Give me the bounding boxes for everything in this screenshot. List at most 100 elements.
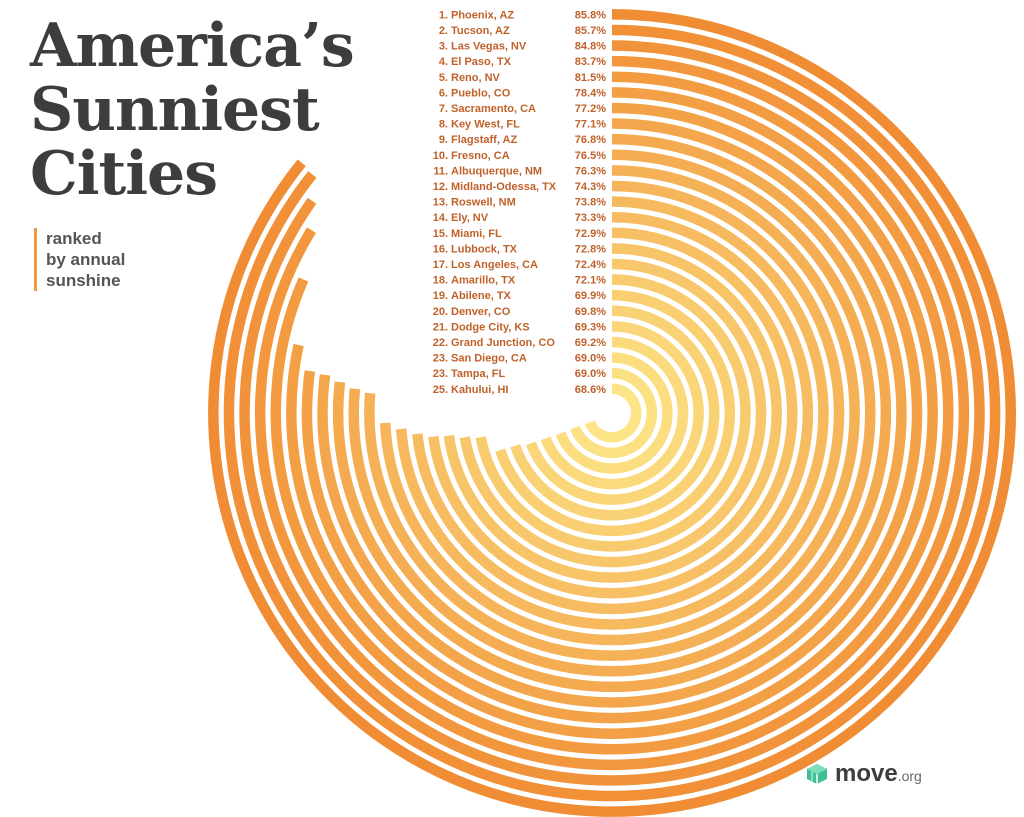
value-label: 69.0% (575, 368, 606, 380)
ring-bar (570, 367, 658, 459)
value-label: 69.9% (575, 290, 606, 302)
rank-label: 15. (433, 228, 448, 240)
subtitle: ranked by annual sunshine (34, 228, 125, 291)
rank-label: 22. (433, 337, 448, 349)
city-label: Kahului, HI (451, 384, 508, 396)
title-line: America’s (30, 11, 355, 81)
city-label: Key West, FL (451, 119, 520, 131)
ring-bar (348, 149, 876, 677)
page-title: America’s Sunniest Cities (30, 11, 355, 209)
value-label: 69.0% (575, 353, 606, 365)
city-label: Los Angeles, CA (451, 259, 538, 271)
city-label: Las Vegas, NV (451, 41, 527, 53)
rank-label: 13. (433, 197, 448, 209)
rank-label: 3. (439, 41, 448, 53)
ring-bar (428, 227, 798, 599)
ring-bar (286, 87, 938, 739)
subtitle-line: by annual (46, 250, 126, 269)
rank-label: 25. (433, 384, 448, 396)
value-label: 85.7% (575, 25, 606, 37)
rank-label: 5. (439, 72, 448, 84)
ring-bar (379, 180, 845, 646)
city-label: Dodge City, KS (451, 321, 530, 333)
rank-label: 12. (433, 181, 448, 193)
ring-bar (364, 165, 860, 661)
value-label: 77.2% (575, 103, 606, 115)
rank-label: 4. (439, 56, 448, 68)
logo-text: move.org (835, 760, 922, 788)
city-label: Denver, CO (451, 306, 511, 318)
ring-bar (584, 383, 642, 443)
ring-bar (459, 258, 767, 568)
ring-bar (239, 40, 985, 786)
ring-bar (412, 211, 814, 615)
subtitle-line: sunshine (46, 271, 121, 290)
value-label: 74.3% (575, 181, 606, 193)
rank-label: 11. (433, 165, 448, 177)
value-label: 84.8% (575, 41, 606, 53)
ring-bar (395, 196, 829, 630)
subtitle-line: ranked (46, 229, 102, 248)
ring-bar (208, 9, 1016, 817)
rank-label: 9. (439, 134, 448, 146)
ring-bar (301, 102, 923, 724)
city-label: Phoenix, AZ (451, 9, 514, 21)
city-label: Grand Junction, CO (451, 337, 555, 349)
logo-suffix: .org (897, 768, 922, 784)
city-label: Reno, NV (451, 72, 501, 84)
value-label: 72.9% (575, 228, 606, 240)
ring-bar (540, 336, 689, 490)
rank-label: 10. (433, 150, 448, 162)
rank-label: 18. (433, 275, 448, 287)
ring-bar (495, 289, 736, 537)
ring-bar (270, 71, 954, 755)
rank-label: 19. (433, 290, 448, 302)
city-label: Albuquerque, NM (451, 165, 542, 177)
rank-label: 16. (433, 243, 448, 255)
city-label: Abilene, TX (451, 290, 512, 302)
city-label: San Diego, CA (451, 353, 527, 365)
value-label: 73.8% (575, 197, 606, 209)
rank-label: 23. (433, 353, 448, 365)
city-label: Sacramento, CA (451, 103, 536, 115)
ring-bar (332, 133, 892, 693)
ring-bar (317, 118, 907, 708)
value-label: 76.5% (575, 150, 606, 162)
city-label: Flagstaff, AZ (451, 134, 517, 146)
city-label: Pueblo, CO (451, 87, 511, 99)
city-label: Midland-Odessa, TX (451, 181, 557, 193)
rank-label: 21. (433, 321, 448, 333)
ring-bar (223, 24, 1001, 802)
city-label: Ely, NV (451, 212, 489, 224)
value-label: 72.8% (575, 243, 606, 255)
logo-name: move (835, 760, 898, 787)
value-label: 78.4% (575, 87, 606, 99)
city-label: Miami, FL (451, 228, 502, 240)
value-label: 69.8% (575, 306, 606, 318)
value-label: 83.7% (575, 56, 606, 68)
value-label: 68.6% (575, 384, 606, 396)
value-label: 81.5% (575, 72, 606, 84)
rank-label: 1. (439, 9, 448, 21)
rank-label: 7. (439, 103, 448, 115)
ring-bar (475, 274, 751, 552)
title-line: Sunniest (30, 75, 320, 145)
value-label: 85.8% (575, 9, 606, 21)
rank-label: 6. (439, 87, 448, 99)
box-icon (807, 764, 827, 784)
rank-label: 17. (433, 259, 448, 271)
rank-label: 8. (439, 119, 448, 131)
title-line: Cities (30, 139, 218, 209)
value-label: 77.1% (575, 119, 606, 131)
brand-logo: move.org (805, 760, 922, 788)
rank-label: 2. (439, 25, 448, 37)
city-label: Amarillo, TX (451, 275, 516, 287)
ring-bar (254, 55, 970, 771)
value-label: 76.3% (575, 165, 606, 177)
city-label: Fresno, CA (451, 150, 510, 162)
city-label: Lubbock, TX (451, 243, 518, 255)
rank-label: 20. (433, 306, 448, 318)
ring-bar (443, 243, 782, 583)
ring-bar (510, 305, 720, 521)
city-label: El Paso, TX (451, 56, 512, 68)
